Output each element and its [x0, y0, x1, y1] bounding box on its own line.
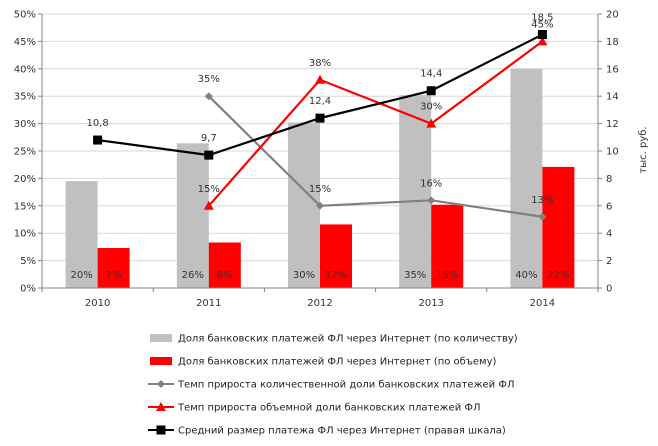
- right-axis-tick-label: 12: [606, 119, 619, 130]
- line-data-label: 14,4: [420, 69, 442, 80]
- right-axis-tick-label: 8: [606, 174, 612, 185]
- bar-data-label: 15%: [436, 270, 458, 281]
- x-axis-tick-label: 2012: [307, 298, 332, 309]
- left-axis-tick-label: 50%: [14, 10, 36, 21]
- bars: [65, 68, 575, 288]
- bar: [176, 143, 209, 288]
- legend-label: Доля банковских платежей ФЛ через Интерн…: [178, 357, 497, 368]
- series-point: [315, 113, 325, 123]
- bar-data-label: 12%: [325, 270, 347, 281]
- right-axis-tick-label: 0: [606, 284, 612, 295]
- legend-label: Доля банковских платежей ФЛ через Интерн…: [178, 334, 518, 345]
- right-axis-tick-label: 20: [606, 10, 619, 21]
- bar: [431, 204, 464, 288]
- bar: [542, 166, 575, 288]
- axes: 0% 5% 10% 15% 20% 25% 30% 35% 40% 45% 50% 0 2 4 6 8 10 12…: [14, 10, 619, 310]
- left-axis-tick-label: 40%: [14, 64, 36, 75]
- x-axis-tick-label: 2014: [530, 298, 555, 309]
- bar: [399, 95, 432, 288]
- series-line: [208, 95, 543, 218]
- right-axis-tick-label: 10: [606, 147, 619, 158]
- line-data-label: 30%: [420, 102, 442, 113]
- bar: [288, 122, 320, 288]
- line-data-label: 35%: [198, 74, 220, 85]
- right-axis-tick-label: 14: [606, 92, 619, 103]
- legend-swatch: [150, 334, 172, 342]
- line-data-label: 16%: [420, 178, 442, 189]
- right-axis-tick-label: 18: [606, 37, 619, 48]
- series-point: [93, 135, 103, 145]
- right-axis-tick-label: 4: [606, 229, 612, 240]
- bar-data-label: 8%: [217, 270, 233, 281]
- series-point: [316, 201, 324, 210]
- right-axis-tick-label: 16: [606, 64, 619, 75]
- series-point: [426, 86, 436, 96]
- line-data-label: 13%: [531, 195, 553, 206]
- legend-label: Средний размер платежа ФЛ через Интернет…: [178, 426, 506, 437]
- legend-marker: [156, 425, 166, 435]
- line-data-label: 15%: [198, 184, 220, 195]
- series-point: [204, 92, 213, 101]
- bar-data-label: 22%: [547, 270, 569, 281]
- left-axis-tick-label: 30%: [14, 119, 36, 130]
- line-data-label: 12,4: [309, 96, 331, 107]
- series-point: [315, 74, 325, 84]
- line-data-label: 38%: [309, 58, 331, 69]
- legend-marker: [157, 380, 165, 388]
- legend-label: Темп прироста объемной доли банковских п…: [177, 403, 481, 414]
- series-point: [537, 36, 548, 46]
- bar: [510, 68, 543, 288]
- line-data-label: 9,7: [201, 133, 217, 144]
- series-point: [203, 200, 214, 210]
- bar-data-label: 26%: [182, 270, 204, 281]
- bar-data-label: 20%: [70, 270, 92, 281]
- legend-marker: [156, 402, 166, 411]
- x-axis-tick-label: 2010: [85, 298, 110, 309]
- bar: [97, 247, 130, 288]
- bar: [208, 242, 241, 288]
- left-axis-tick-label: 20%: [14, 174, 36, 185]
- series-point: [538, 212, 547, 221]
- bar-data-label: 35%: [404, 270, 426, 281]
- series-point: [204, 150, 214, 160]
- line-data-label: 45%: [531, 19, 553, 30]
- legend-label: Темп прироста количественной доли банков…: [177, 380, 514, 391]
- x-axis-tick-label: 2013: [418, 298, 443, 309]
- data-labels: 20% 26% 30% 35% 40% 7% 8% 12% 15% 22% 35% 15% 16% 13%…: [70, 13, 569, 281]
- left-axis-tick-label: 35%: [14, 92, 36, 103]
- left-axis-tick-label: 45%: [14, 37, 36, 48]
- bar-data-label: 30%: [293, 270, 315, 281]
- bar-data-label: 7%: [106, 270, 122, 281]
- left-axis-tick-label: 15%: [14, 201, 36, 212]
- series-point: [427, 196, 436, 205]
- left-axis-tick-label: 10%: [14, 229, 36, 240]
- bar-data-label: 40%: [515, 270, 537, 281]
- left-axis-tick-label: 5%: [20, 256, 36, 267]
- series-point: [426, 118, 437, 128]
- bar: [320, 224, 352, 288]
- line-data-label: 10,8: [86, 118, 108, 129]
- lines: [93, 30, 548, 221]
- left-axis-tick-label: 0%: [20, 284, 36, 295]
- series-point: [537, 30, 547, 40]
- series-line: [207, 40, 544, 207]
- x-axis-tick-label: 2011: [196, 298, 221, 309]
- legend: Доля банковских платежей ФЛ через Интерн…: [148, 334, 518, 437]
- right-axis-tick-label: 6: [606, 201, 612, 212]
- right-axis-tick-label: 2: [606, 256, 612, 267]
- line-data-label: 18,5: [531, 13, 553, 24]
- right-axis-label: тыс. руб.: [638, 126, 649, 173]
- left-axis-tick-label: 25%: [14, 147, 36, 158]
- legend-swatch: [150, 357, 172, 365]
- line-data-label: 15%: [309, 184, 331, 195]
- bar: [65, 181, 98, 288]
